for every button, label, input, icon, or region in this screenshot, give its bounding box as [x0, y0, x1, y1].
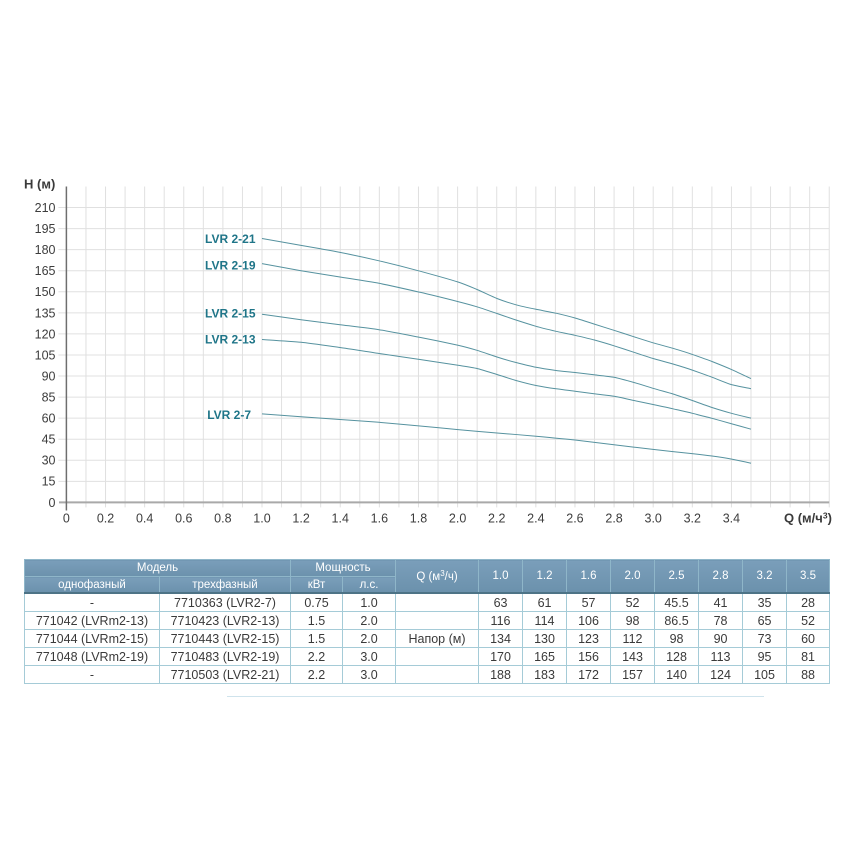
svg-text:2.2: 2.2 — [488, 512, 505, 526]
svg-text:105: 105 — [35, 348, 56, 362]
svg-text:Q (м/ч3): Q (м/ч3) — [784, 511, 832, 526]
svg-text:LVR 2-15: LVR 2-15 — [205, 306, 256, 320]
svg-text:30: 30 — [42, 454, 56, 468]
svg-text:3.4: 3.4 — [723, 512, 740, 526]
svg-text:2.8: 2.8 — [605, 512, 622, 526]
svg-text:120: 120 — [35, 327, 56, 341]
svg-text:2.6: 2.6 — [566, 512, 583, 526]
svg-text:0.4: 0.4 — [136, 512, 153, 526]
svg-text:LVR 2-21: LVR 2-21 — [205, 232, 256, 246]
svg-text:0.2: 0.2 — [97, 512, 114, 526]
svg-text:3.2: 3.2 — [684, 512, 701, 526]
svg-text:LVR 2-13: LVR 2-13 — [205, 333, 256, 347]
svg-text:1.0: 1.0 — [253, 512, 270, 526]
svg-text:2.4: 2.4 — [527, 512, 544, 526]
svg-text:180: 180 — [35, 243, 56, 257]
svg-text:85: 85 — [42, 391, 56, 405]
svg-text:LVR 2-7: LVR 2-7 — [207, 408, 251, 422]
svg-text:2.0: 2.0 — [449, 512, 466, 526]
svg-text:60: 60 — [42, 412, 56, 426]
svg-text:1.8: 1.8 — [410, 512, 427, 526]
svg-text:0.8: 0.8 — [214, 512, 231, 526]
svg-text:1.4: 1.4 — [332, 512, 349, 526]
svg-text:150: 150 — [35, 285, 56, 299]
svg-text:210: 210 — [35, 201, 56, 215]
svg-text:H (м): H (м) — [24, 177, 55, 192]
svg-text:LVR 2-19: LVR 2-19 — [205, 259, 256, 273]
svg-text:0.6: 0.6 — [175, 512, 192, 526]
svg-text:0: 0 — [49, 496, 56, 510]
svg-text:45: 45 — [42, 433, 56, 447]
svg-text:135: 135 — [35, 306, 56, 320]
svg-text:195: 195 — [35, 222, 56, 236]
svg-text:165: 165 — [35, 264, 56, 278]
svg-text:15: 15 — [42, 475, 56, 489]
svg-text:0: 0 — [63, 512, 70, 526]
svg-text:1.6: 1.6 — [371, 512, 388, 526]
svg-text:90: 90 — [42, 369, 56, 383]
svg-text:1.2: 1.2 — [292, 512, 309, 526]
svg-text:3.0: 3.0 — [645, 512, 662, 526]
